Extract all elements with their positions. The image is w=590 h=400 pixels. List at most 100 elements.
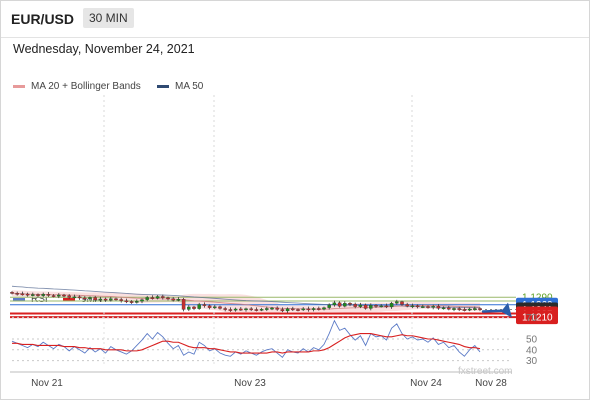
candle-body	[207, 305, 212, 308]
legend-swatch-9ma	[63, 298, 75, 301]
bollinger-band-area	[12, 290, 480, 315]
candle-body	[62, 294, 66, 297]
x-axis-tick-label: Nov 24	[410, 378, 442, 389]
candle-body	[447, 307, 451, 310]
candle-body	[311, 308, 316, 310]
legend-label-9ma: 9MA	[81, 294, 102, 305]
candle-body	[98, 298, 103, 301]
rsi-9ma-line	[12, 333, 481, 354]
candle-body	[249, 308, 253, 311]
candle-body	[296, 309, 300, 311]
candle-body	[129, 301, 134, 303]
candle-body	[426, 306, 430, 308]
candle-body	[405, 304, 409, 307]
candle-body	[275, 307, 279, 310]
candle-body	[322, 307, 326, 310]
candle-body	[72, 296, 77, 299]
timeframe-badge[interactable]: 30 MIN	[83, 8, 134, 28]
candle-body	[36, 294, 40, 296]
candle-body	[57, 294, 61, 297]
candle-body	[166, 297, 170, 300]
candle-body	[239, 308, 243, 311]
candle-body	[265, 308, 269, 310]
candle-body	[337, 302, 342, 307]
candle-body	[88, 297, 92, 300]
candle-body	[31, 294, 35, 296]
candle-body	[301, 308, 305, 311]
candle-body	[155, 296, 160, 299]
legend-swatch-rsi	[13, 298, 25, 301]
price-tag-bg	[516, 310, 558, 325]
candle-body	[285, 308, 290, 312]
candle-body	[348, 303, 352, 305]
candle-body	[140, 299, 144, 302]
candle-body	[197, 304, 201, 309]
candle-body	[218, 306, 222, 309]
x-axis-tick-label: Nov 21	[31, 378, 63, 389]
candle-body	[473, 308, 477, 310]
legend-ma20-bollinger: MA 20 + Bollinger Bands	[13, 81, 141, 92]
chart-date: Wednesday, November 24, 2021	[13, 42, 195, 56]
candle-body	[93, 297, 97, 301]
legend-swatch-ma50	[157, 85, 169, 88]
candle-body	[431, 306, 435, 308]
candle-body	[145, 297, 149, 300]
candle-body	[415, 305, 420, 308]
legend-9ma: 9MA	[63, 294, 102, 305]
candle-body	[317, 308, 321, 310]
candle-body	[457, 308, 461, 310]
candle-body	[332, 302, 337, 306]
candle-body	[369, 305, 373, 309]
candle-body	[379, 305, 383, 308]
candle-body	[374, 305, 378, 307]
candle-body	[421, 306, 425, 308]
candle-body	[306, 308, 311, 311]
candle-body	[291, 308, 295, 311]
candle-body	[462, 309, 467, 311]
price-level-label: 1.1210	[522, 313, 553, 324]
currency-pair-title: EUR/USD	[11, 11, 75, 27]
rsi-axis-label: 50	[526, 335, 538, 346]
candle-body	[202, 304, 207, 306]
x-axis-tick-label: Nov 23	[234, 378, 266, 389]
candle-body	[20, 293, 25, 296]
candle-body	[384, 305, 389, 308]
candle-body	[41, 294, 45, 296]
candle-body	[343, 303, 347, 307]
candle-body	[410, 305, 415, 308]
legend-label-ma20: MA 20 + Bollinger Bands	[31, 81, 141, 92]
candle-body	[327, 304, 331, 308]
candle-body	[109, 298, 113, 301]
candle-body	[171, 298, 175, 301]
candle-body	[441, 307, 446, 310]
candle-body	[83, 297, 87, 300]
rsi-axis-label: 30	[526, 356, 538, 367]
header-bar: EUR/USD 30 MIN	[1, 1, 589, 38]
candle-body	[395, 301, 399, 304]
legend-swatch-ma20	[13, 85, 25, 88]
candle-body	[270, 307, 274, 310]
legend-label-rsi: RSI	[31, 294, 48, 305]
candle-body	[436, 306, 441, 309]
candle-body	[192, 306, 196, 309]
legend-ma50: MA 50	[157, 81, 203, 92]
candle-body	[187, 306, 191, 310]
candle-body	[119, 299, 123, 301]
candle-body	[213, 306, 217, 309]
projection-arrow-head	[501, 302, 512, 318]
ma20-line	[11, 292, 481, 310]
candle-body	[223, 308, 227, 310]
rsi-line	[11, 319, 481, 359]
watermark-text: fxstreet.com	[458, 366, 512, 377]
candle-body	[15, 293, 19, 295]
candle-body	[244, 308, 248, 311]
candle-body	[363, 304, 368, 309]
candle-body	[46, 294, 51, 296]
candle-body	[67, 295, 71, 298]
candle-body	[478, 308, 482, 310]
rsi-axis-label: 70	[526, 313, 538, 324]
candle-body	[400, 301, 404, 305]
candle-body	[150, 297, 155, 299]
rsi-axis-label: 40	[526, 345, 538, 356]
